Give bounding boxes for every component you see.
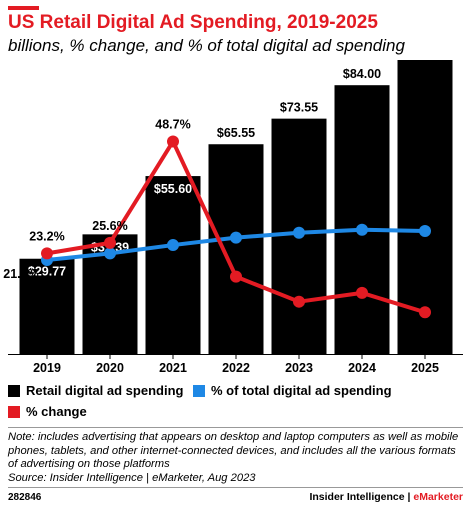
point-label-share-2024: 28.6% (344, 206, 379, 220)
legend-item-spending: Retail digital ad spending (8, 383, 183, 398)
legend-swatch-change (8, 405, 20, 418)
x-tick-label-2025: 2025 (411, 361, 439, 375)
brand-separator: | (404, 491, 414, 503)
legend-label-share: % of total digital ad spending (211, 383, 392, 398)
x-tick-label-2022: 2022 (222, 361, 250, 375)
point-change-2025 (419, 306, 431, 319)
brand-insider: Insider Intelligence (309, 491, 405, 503)
point-label-change-2020: 25.6% (92, 219, 127, 233)
point-label-share-2025: 28.3% (407, 207, 442, 221)
chart-source: Source: Insider Intelligence | eMarketer… (8, 472, 256, 484)
x-tick-label-2021: 2021 (159, 361, 187, 375)
bar-label-2019: $29.77 (28, 265, 66, 279)
point-label-share-2019: 21.7% (3, 267, 38, 281)
legend-item-share: % of total digital ad spending (193, 383, 392, 398)
point-share-2022 (230, 231, 242, 244)
chart-subtitle: billions, % change, and % of total digit… (8, 36, 405, 55)
chart-title: US Retail Digital Ad Spending, 2019-2025 (8, 12, 378, 33)
point-share-2023 (293, 226, 305, 239)
point-label-change-2024: 14.2% (344, 269, 379, 283)
bar-label-2023: $73.55 (280, 101, 318, 115)
point-change-2021 (167, 135, 179, 148)
point-label-change-2022: 17.9% (218, 288, 253, 302)
x-tick-label-2024: 2024 (348, 361, 376, 375)
point-label-share-2021: 25.1% (155, 256, 190, 270)
legend-label-spending: Retail digital ad spending (26, 383, 184, 398)
footer-divider (8, 487, 463, 488)
x-tick-label-2023: 2023 (285, 361, 313, 375)
point-change-2019 (41, 247, 53, 260)
bar-2019 (19, 258, 75, 354)
point-label-share-2022: 26.8% (218, 214, 253, 228)
brand-emarketer: eMarketer (413, 491, 463, 503)
accent-bar (8, 6, 39, 10)
point-label-share-2020: 23.2% (92, 264, 127, 278)
point-label-change-2019: 23.2% (29, 229, 64, 243)
bar-2022 (208, 144, 264, 354)
bar-label-2022: $65.55 (217, 126, 255, 140)
point-share-2020 (104, 247, 116, 260)
bar-label-2021: $55.60 (154, 182, 192, 196)
legend-label-change: % change (26, 404, 87, 419)
point-change-2024 (356, 286, 368, 299)
x-tick-label-2020: 2020 (96, 361, 124, 375)
note-divider (8, 427, 463, 428)
legend-item-change: % change (8, 404, 87, 419)
bar-2024 (334, 85, 390, 354)
legend-swatch-share (193, 384, 205, 397)
point-label-change-2025: 9.8% (411, 288, 440, 302)
chart-plot: $29.77$37.39$55.60$65.55$73.55$84.00$92.… (3, 60, 463, 375)
point-share-2024 (356, 223, 368, 236)
point-label-share-2023: 27.9% (281, 209, 316, 223)
brand: Insider Intelligence | eMarketer (309, 491, 463, 503)
point-share-2021 (167, 239, 179, 252)
bar-2021 (145, 176, 201, 354)
bar-label-2024: $84.00 (343, 67, 381, 81)
point-change-2023 (293, 295, 305, 308)
point-label-change-2023: 12.2% (281, 313, 316, 327)
point-change-2022 (230, 270, 242, 283)
point-share-2025 (419, 225, 431, 238)
chart-note: Note: includes advertising that appears … (8, 431, 459, 471)
point-change-2020 (104, 236, 116, 249)
x-tick-label-2019: 2019 (33, 361, 61, 375)
legend-swatch-spending (8, 384, 20, 397)
point-label-change-2021: 48.7% (155, 117, 190, 131)
chart-id: 282846 (8, 492, 42, 503)
